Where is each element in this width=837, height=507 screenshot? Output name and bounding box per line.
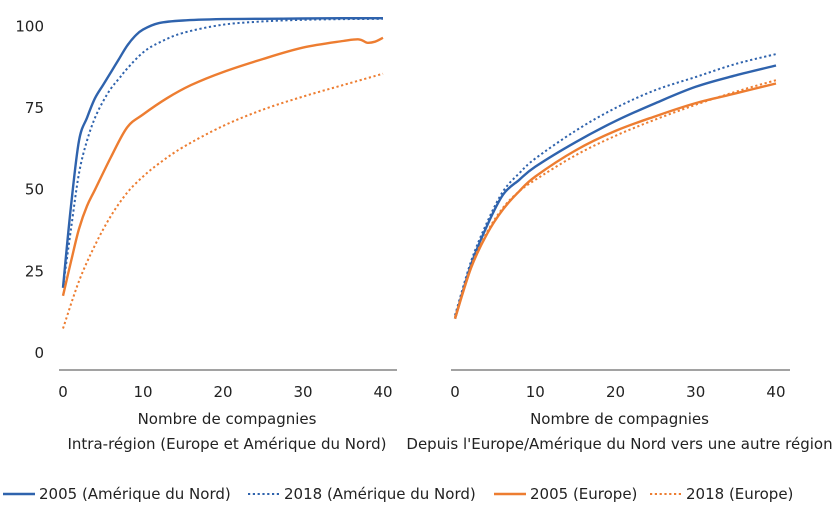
x-tick-label-40: 40: [373, 383, 392, 401]
x-tick-label-10: 10: [133, 383, 152, 401]
y-tick-label-100: 100: [15, 17, 44, 35]
x-tick-label-20: 20: [606, 383, 625, 401]
series-line-2018-am-rique-du-nord: [62, 17, 384, 288]
x-tick-label-10: 10: [526, 383, 545, 401]
y-tick-label-50: 50: [25, 181, 44, 199]
panel-vers-autre-region: 0 10 20 30 40 Nombre de compagnies Depuis l'…: [406, 53, 833, 453]
series-line-2018-am-rique-du-nord: [454, 53, 777, 316]
x-axis-label-right: Nombre de compagnies: [530, 410, 709, 428]
x-tick-label-30: 30: [293, 383, 312, 401]
x-axis-label-left: Nombre de compagnies: [138, 410, 317, 428]
series-line-2005-am-rique-du-nord: [453, 64, 777, 320]
x-tick-label-20: 20: [213, 383, 232, 401]
series-line-2005-europe: [453, 82, 777, 320]
x-axis-left: 0 10 20 30 40: [58, 369, 397, 401]
legend-label: 2005 (Amérique du Nord): [39, 485, 231, 503]
x-tick-label-40: 40: [766, 383, 785, 401]
series-group-right: [453, 53, 777, 320]
legend-label: 2005 (Europe): [530, 485, 637, 503]
x-tick-label-0: 0: [450, 383, 460, 401]
y-tick-label-75: 75: [25, 99, 44, 117]
panel-subtitle-left: Intra-région (Europe et Amérique du Nord…: [68, 435, 387, 453]
x-tick-label-30: 30: [686, 383, 705, 401]
series-group-left: [61, 16, 384, 329]
y-axis-ticks-left: 0 25 50 75 100: [15, 17, 44, 362]
legend-label: 2018 (Amérique du Nord): [284, 485, 476, 503]
x-axis-right: 0 10 20 30 40: [450, 369, 790, 401]
series-line-2018-europe: [454, 79, 777, 318]
legend: 2005 (Amérique du Nord) 2018 (Amérique du…: [3, 485, 793, 503]
y-tick-label-0: 0: [34, 344, 44, 362]
panel-intra-region: 0 25 50 75 100 0 10 20 30 40 Nombre de compagnie…: [15, 16, 397, 453]
series-line-2018-europe: [62, 72, 384, 329]
y-tick-label-25: 25: [25, 262, 44, 280]
series-line-2005-am-rique-du-nord: [61, 16, 384, 288]
legend-label: 2018 (Europe): [686, 485, 793, 503]
x-tick-label-0: 0: [58, 383, 68, 401]
series-line-2005-europe: [61, 36, 384, 297]
panel-subtitle-right: Depuis l'Europe/Amérique du Nord vers un…: [406, 435, 832, 453]
